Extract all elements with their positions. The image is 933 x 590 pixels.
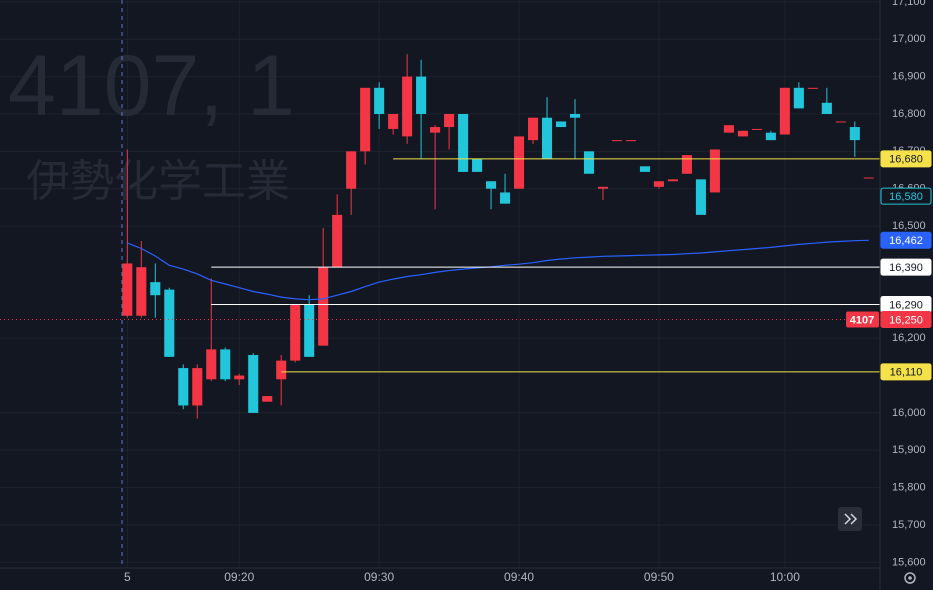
price-label-box [880,150,932,168]
price-label: 16,462 [889,235,923,247]
candle-body [849,127,860,141]
candle-body [206,349,217,380]
candle-body [444,113,455,128]
candle-body [360,87,371,152]
settings-icon[interactable] [904,572,916,584]
candle-body [234,375,245,380]
x-tick-label: 09:40 [504,570,534,584]
candle-body [528,117,539,141]
candle-body [122,263,133,316]
y-tick-label: 16,500 [892,220,926,232]
candle-body [304,304,315,357]
x-tick-label: 5 [124,570,131,584]
candle-body [276,360,287,380]
candle-body [835,121,846,123]
watermark-name: 伊勢化学工業 [26,157,290,206]
price-label-box [880,363,932,381]
candle-body [681,155,692,174]
price-label: 16,580 [889,191,923,203]
candle-body [332,214,343,268]
candle-body [430,127,441,133]
grid [0,0,880,568]
candle-body [723,125,734,133]
y-tick-label: 17,000 [892,33,926,45]
y-tick-label: 17,100 [892,0,926,8]
candle-body [779,87,790,135]
candle-body [653,181,664,187]
candle-body [765,132,776,141]
price-label: 16,250 [889,314,923,326]
candle-body [709,149,720,193]
candle-body [500,192,511,204]
candle-body [262,396,273,402]
y-tick-label: 16,900 [892,71,926,83]
price-label-box [880,311,932,328]
candle-body [472,158,483,172]
price-label: 16,390 [889,262,923,274]
candle-body [821,102,832,114]
candle-body [136,267,147,316]
y-tick-label: 16,200 [892,332,926,344]
candle-body [555,121,567,128]
candle-body [178,368,189,406]
candle-body [625,140,637,142]
candle-body [374,87,385,114]
plot [0,54,880,419]
candle-body [807,87,818,89]
settings-icon-dot [908,576,912,580]
y-tick-label: 15,900 [892,444,926,456]
x-tick-label: 09:30 [364,570,394,584]
x-tick-label: 09:20 [224,570,254,584]
symbol-tag-box [846,311,879,328]
x-tick-label: 09:50 [644,570,674,584]
candle-body [569,113,581,118]
symbol-tag: 4107 [850,314,874,326]
candle-body [318,267,329,346]
candle-body [541,117,553,159]
candle-body [486,181,497,189]
candle-body [737,130,748,137]
candle-body [346,151,357,189]
price-label-box [880,231,932,249]
candle-body [388,113,399,129]
scroll-icon [844,513,858,525]
price-label: 16,680 [889,154,923,166]
price-label-box [880,187,932,205]
candle-body [164,289,175,357]
axis: 17,10017,00016,90016,80016,70016,60016,5… [124,0,932,584]
candle-body [667,179,678,182]
candle-body [611,140,623,142]
y-tick-label: 16,000 [892,407,926,419]
candle-body [695,179,706,215]
candle-body [192,368,203,406]
candle-body [248,355,259,413]
price-label: 16,290 [889,299,923,311]
candle-body [402,76,413,137]
candle-body [220,349,231,380]
candle-body [639,166,650,172]
y-tick-label: 15,700 [892,519,926,531]
candle-body [583,151,595,174]
candle-body [150,282,161,296]
y-tick-label: 16,800 [892,108,926,120]
price-label-box [880,258,932,276]
candle-body [751,128,762,130]
candle-body [458,113,469,172]
price-label: 16,110 [890,367,923,379]
y-tick-label: 15,800 [892,482,926,494]
watermark-symbol: 4107, 1 [8,38,295,134]
y-tick-label: 15,600 [892,556,926,568]
candle-body [793,87,804,109]
candle-body [514,136,525,189]
candle-body [416,76,427,114]
candle-body [290,304,301,361]
moving-average [127,239,869,301]
x-tick-label: 10:00 [770,570,800,584]
candle-body [863,177,874,179]
candle-body [597,186,609,189]
